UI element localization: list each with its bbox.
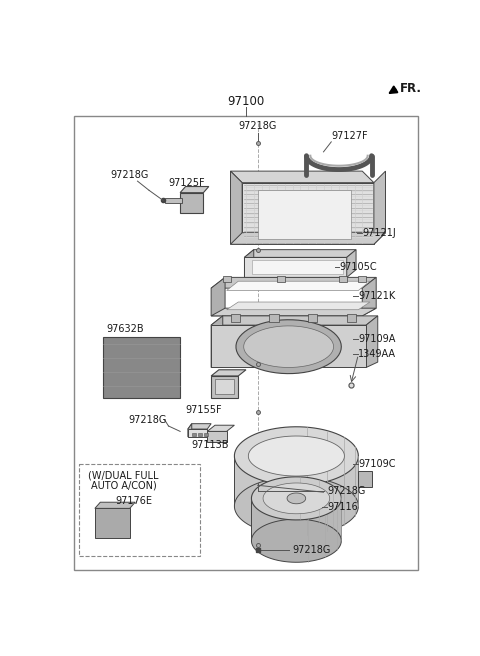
Polygon shape xyxy=(339,276,347,282)
Polygon shape xyxy=(244,250,356,257)
Polygon shape xyxy=(242,182,374,244)
Polygon shape xyxy=(215,379,234,394)
Polygon shape xyxy=(188,424,211,429)
Polygon shape xyxy=(188,424,192,437)
Polygon shape xyxy=(230,171,374,182)
Text: (W/DUAL FULL: (W/DUAL FULL xyxy=(88,470,159,480)
Text: 97125F: 97125F xyxy=(168,178,205,188)
Polygon shape xyxy=(244,250,254,277)
Polygon shape xyxy=(234,477,359,535)
Polygon shape xyxy=(244,257,347,277)
Polygon shape xyxy=(188,429,207,437)
Polygon shape xyxy=(277,276,285,282)
Text: 97100: 97100 xyxy=(228,95,264,108)
Polygon shape xyxy=(223,276,230,282)
FancyBboxPatch shape xyxy=(79,464,200,556)
Polygon shape xyxy=(204,433,208,436)
Polygon shape xyxy=(211,316,378,325)
Polygon shape xyxy=(192,433,196,436)
Polygon shape xyxy=(211,308,376,316)
Text: 97105C: 97105C xyxy=(339,262,377,272)
Polygon shape xyxy=(211,376,238,398)
Text: 97218G: 97218G xyxy=(110,170,149,180)
Polygon shape xyxy=(362,277,376,316)
Polygon shape xyxy=(95,508,130,538)
Bar xyxy=(74,115,418,570)
Text: 1349AA: 1349AA xyxy=(359,350,396,359)
Polygon shape xyxy=(211,277,225,316)
Polygon shape xyxy=(258,190,350,239)
Polygon shape xyxy=(180,186,209,193)
Text: FR.: FR. xyxy=(399,82,421,95)
Polygon shape xyxy=(211,370,246,376)
Polygon shape xyxy=(252,260,343,274)
Text: 97127F: 97127F xyxy=(331,131,368,142)
Polygon shape xyxy=(165,198,181,203)
Text: 97109A: 97109A xyxy=(359,334,396,344)
Text: 97116: 97116 xyxy=(327,502,358,512)
Polygon shape xyxy=(211,325,366,367)
Polygon shape xyxy=(359,472,372,487)
Polygon shape xyxy=(248,436,345,476)
Polygon shape xyxy=(269,314,278,322)
Polygon shape xyxy=(347,314,356,322)
Text: 97121K: 97121K xyxy=(359,291,396,301)
Polygon shape xyxy=(230,233,385,244)
Polygon shape xyxy=(95,502,135,508)
Polygon shape xyxy=(227,302,370,310)
Polygon shape xyxy=(374,171,385,244)
Text: 97113B: 97113B xyxy=(192,440,229,450)
Text: 97218G: 97218G xyxy=(128,415,167,425)
Polygon shape xyxy=(227,281,370,291)
Polygon shape xyxy=(252,499,341,541)
Polygon shape xyxy=(103,337,180,398)
Polygon shape xyxy=(230,171,242,244)
Text: 97218G: 97218G xyxy=(292,545,331,555)
Polygon shape xyxy=(207,432,227,442)
Polygon shape xyxy=(244,326,334,367)
Polygon shape xyxy=(180,193,204,213)
Polygon shape xyxy=(211,316,223,367)
Polygon shape xyxy=(252,519,341,562)
Text: 97632B: 97632B xyxy=(107,324,144,334)
Text: 97155F: 97155F xyxy=(186,405,222,415)
Text: AUTO A/CON): AUTO A/CON) xyxy=(91,480,156,490)
Polygon shape xyxy=(207,425,234,432)
Polygon shape xyxy=(252,477,341,520)
Text: 97218G: 97218G xyxy=(239,121,277,131)
Polygon shape xyxy=(366,316,378,367)
Polygon shape xyxy=(234,456,359,506)
Text: 97218G: 97218G xyxy=(327,485,366,496)
Polygon shape xyxy=(359,276,366,282)
Polygon shape xyxy=(308,314,317,322)
Text: 97176E: 97176E xyxy=(116,496,153,506)
Text: 97109C: 97109C xyxy=(359,459,396,469)
Polygon shape xyxy=(236,319,341,374)
Polygon shape xyxy=(347,250,356,277)
Text: 97121J: 97121J xyxy=(362,228,396,237)
Polygon shape xyxy=(234,427,359,485)
Polygon shape xyxy=(287,493,306,504)
Polygon shape xyxy=(263,483,330,514)
Polygon shape xyxy=(211,277,376,288)
Polygon shape xyxy=(230,314,240,322)
Polygon shape xyxy=(198,433,202,436)
